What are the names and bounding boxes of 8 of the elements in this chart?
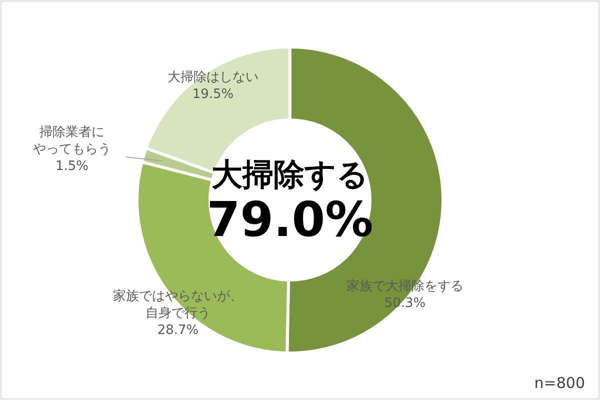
data-label: 19.5% xyxy=(192,87,234,102)
text: n=800 xyxy=(534,374,585,392)
slice-label: 大掃除はしない xyxy=(168,70,258,85)
data-label: 28.7% xyxy=(157,323,199,338)
text: 大掃除する xyxy=(212,157,368,193)
data-label: 1.5% xyxy=(55,159,89,174)
slice-label: 掃除業者にやってもらう xyxy=(33,125,111,157)
slice-label: 家族で大掃除をする xyxy=(346,278,464,294)
